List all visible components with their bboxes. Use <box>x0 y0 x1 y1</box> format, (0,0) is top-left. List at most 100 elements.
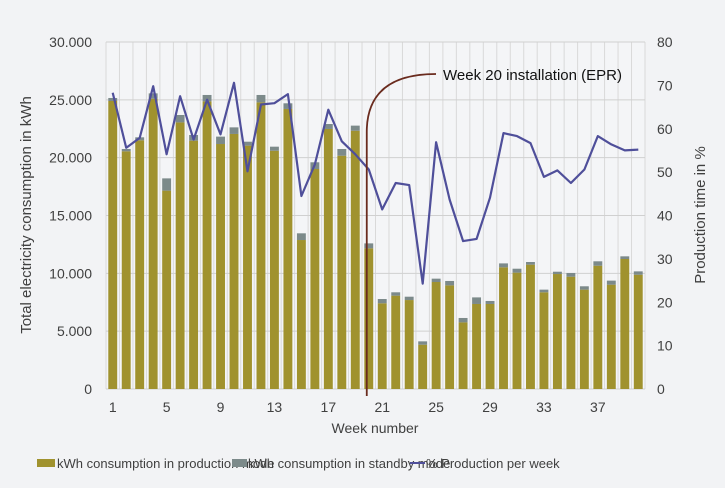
y2-tick-label: 30 <box>657 251 673 267</box>
legend-label-line: % Production per week <box>426 456 560 471</box>
bar-production <box>472 303 482 389</box>
bar-production <box>364 248 374 389</box>
bar-production <box>162 190 172 389</box>
annotation: Week 20 installation (EPR) <box>365 67 622 396</box>
bar-standby <box>229 127 239 134</box>
bar-standby <box>216 136 225 145</box>
legend-swatch-production <box>37 459 55 467</box>
bar-standby <box>485 300 495 304</box>
bar-production <box>499 267 508 389</box>
bar-production <box>202 101 212 389</box>
legend-label-standby: kWh consumption in standby mode <box>248 456 450 471</box>
bar-production <box>566 276 576 389</box>
y-tick-label: 15.000 <box>49 208 92 224</box>
x-tick-label: 29 <box>482 399 498 415</box>
bar-standby <box>445 280 455 286</box>
bar-production <box>391 295 401 389</box>
bar-standby <box>108 97 118 101</box>
bar-production <box>404 300 414 389</box>
bar-standby <box>148 93 158 99</box>
y2-axis-title: Production time in % <box>692 146 709 284</box>
y-axis-title: Total electricity consumption in kWh <box>18 96 35 334</box>
grid <box>105 41 646 390</box>
bar-standby <box>296 233 306 241</box>
bar-standby <box>243 141 252 146</box>
bar-production <box>323 128 333 390</box>
bar-production <box>229 133 239 389</box>
x-tick-label: 21 <box>374 399 390 415</box>
y-tick-label: 20.000 <box>49 150 92 166</box>
bar-production <box>175 122 185 389</box>
bar-standby <box>175 114 185 123</box>
x-tick-label: 17 <box>321 399 337 415</box>
y-tick-label: 30.000 <box>49 34 92 50</box>
bar-standby <box>350 125 360 131</box>
x-tick-label: 5 <box>163 399 171 415</box>
bar-production <box>593 265 603 389</box>
bar-production <box>633 274 643 389</box>
bar-standby <box>458 317 468 323</box>
x-tick-label: 33 <box>536 399 552 415</box>
bar-standby <box>337 148 347 156</box>
bar-production <box>552 274 562 389</box>
bar-standby <box>539 289 549 293</box>
bar-production <box>135 140 145 389</box>
y-tick-label: 25.000 <box>49 92 92 108</box>
bar-production <box>350 130 360 389</box>
legend: kWh consumption in production mode kWh c… <box>37 456 560 471</box>
annotation-label: Week 20 installation (EPR) <box>443 67 622 84</box>
y-tick-label: 0 <box>84 381 92 397</box>
bar-production <box>458 322 468 389</box>
y2-tick-label: 10 <box>657 338 673 354</box>
bar-standby <box>202 94 212 102</box>
bar-standby <box>431 278 441 283</box>
bar-production <box>418 344 428 389</box>
bar-production <box>579 289 589 389</box>
y-tick-label: 10.000 <box>49 265 92 281</box>
bar-production <box>377 303 387 389</box>
bar-production <box>337 155 347 389</box>
bar-production <box>108 100 118 390</box>
bar-production <box>189 140 199 389</box>
bar-production <box>445 285 455 389</box>
bar-production <box>148 98 158 389</box>
bar-standby <box>566 272 576 277</box>
bar-production <box>431 282 441 389</box>
bars <box>108 93 643 390</box>
x-tick-label: 37 <box>590 399 606 415</box>
x-tick-label: 1 <box>109 399 117 415</box>
x-tick-label: 9 <box>217 399 225 415</box>
bar-standby <box>620 256 630 259</box>
bar-standby <box>593 261 603 266</box>
bar-standby <box>391 292 401 296</box>
x-tick-label: 25 <box>428 399 444 415</box>
bar-standby <box>552 271 562 275</box>
annotation-arrow <box>365 73 437 396</box>
bar-standby <box>579 286 589 290</box>
bar-standby <box>269 146 279 151</box>
y2-tick-label: 50 <box>657 164 673 180</box>
bar-production <box>620 258 630 389</box>
bar-production <box>539 292 549 389</box>
x-tick-label: 13 <box>267 399 283 415</box>
bar-standby <box>162 178 172 191</box>
x-axis-title: Week number <box>332 420 419 436</box>
y2-tick-label: 40 <box>657 208 673 224</box>
bar-production <box>283 108 293 389</box>
bar-standby <box>377 299 387 304</box>
bar-standby <box>418 341 428 345</box>
y2-tick-label: 70 <box>657 77 673 93</box>
bar-production <box>243 145 252 389</box>
y2-tick-label: 60 <box>657 121 673 137</box>
bar-standby <box>512 268 522 273</box>
bar-production <box>512 272 522 389</box>
ticks: 0 5.000 10.000 15.000 20.000 25.000 30.000 0 10 2… <box>49 34 673 415</box>
y-tick-label: 5.000 <box>57 323 92 339</box>
legend-swatch-standby <box>232 459 247 467</box>
y2-tick-label: 20 <box>657 294 673 310</box>
bar-standby <box>499 263 508 268</box>
bar-production <box>485 303 495 389</box>
bar-standby <box>633 271 643 275</box>
bar-production <box>310 169 320 389</box>
bar-standby <box>606 280 616 285</box>
